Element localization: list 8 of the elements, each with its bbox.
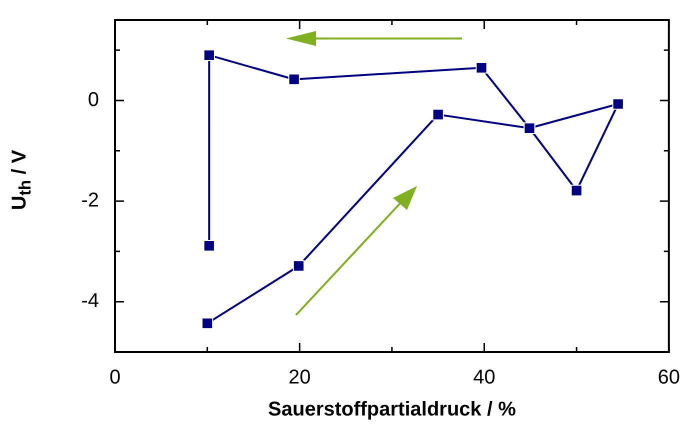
y-tick-label: -2	[81, 190, 99, 212]
y-tick-label: 0	[88, 89, 99, 111]
x-tick-label: 40	[473, 366, 496, 389]
y-tick-label: -4	[81, 290, 99, 312]
x-tick-label: 60	[658, 366, 680, 389]
x-tick-label: 0	[109, 366, 121, 389]
x-axis-title: Sauerstoffpartialdruck / %	[268, 398, 516, 421]
x-tick-label: 20	[288, 366, 311, 389]
